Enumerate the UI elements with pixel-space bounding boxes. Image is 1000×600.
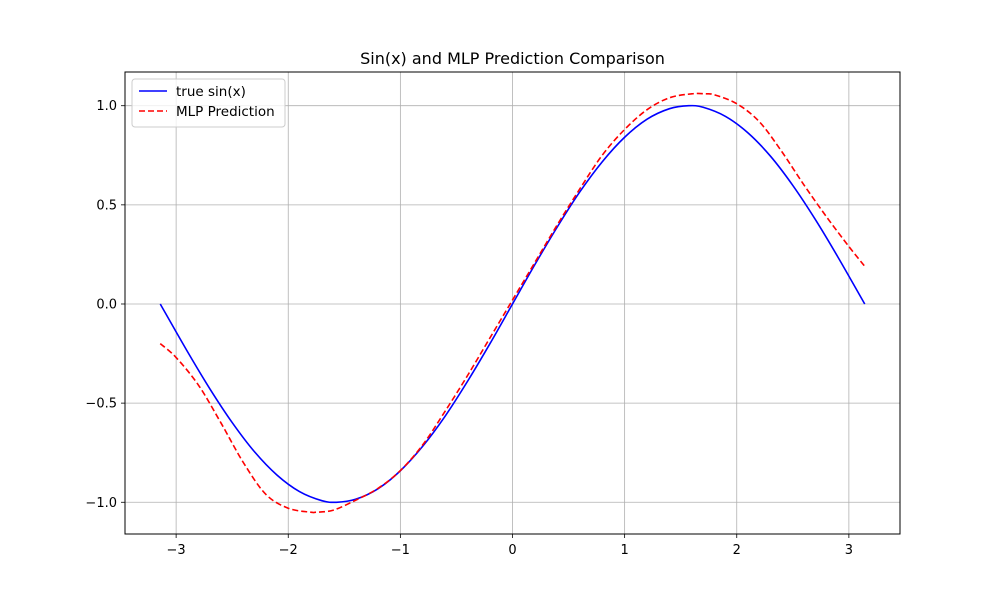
legend-label-true-sin: true sin(x)	[176, 84, 246, 100]
x-tick-label: −3	[167, 543, 186, 558]
x-tick-label: 0	[508, 543, 516, 558]
y-tick-label: 1.0	[96, 99, 117, 114]
y-tick-label: −1.0	[85, 496, 117, 511]
y-tick-label: −0.5	[85, 397, 117, 412]
series-layer	[159, 92, 866, 514]
x-tick-label: 2	[733, 543, 741, 558]
x-tick-label: 3	[845, 543, 853, 558]
x-tick-label: −2	[279, 543, 298, 558]
y-tick-label: 0.5	[96, 198, 117, 213]
legend: true sin(x) MLP Prediction	[131, 78, 286, 128]
chart-title: Sin(x) and MLP Prediction Comparison	[360, 49, 665, 68]
y-tick-label: 0.0	[96, 297, 117, 312]
series-line-true-sin	[159, 104, 866, 504]
series-line-mlp-prediction	[159, 92, 866, 514]
legend-box	[131, 78, 286, 128]
x-tick-label: −1	[391, 543, 410, 558]
legend-label-mlp-prediction: MLP Prediction	[176, 104, 275, 120]
x-tick-label: 1	[620, 543, 628, 558]
axis-ticks: −3 −2 −1 0 1 2 3 −1.0 −0.5 0.0 0.5 1.0	[85, 99, 853, 558]
